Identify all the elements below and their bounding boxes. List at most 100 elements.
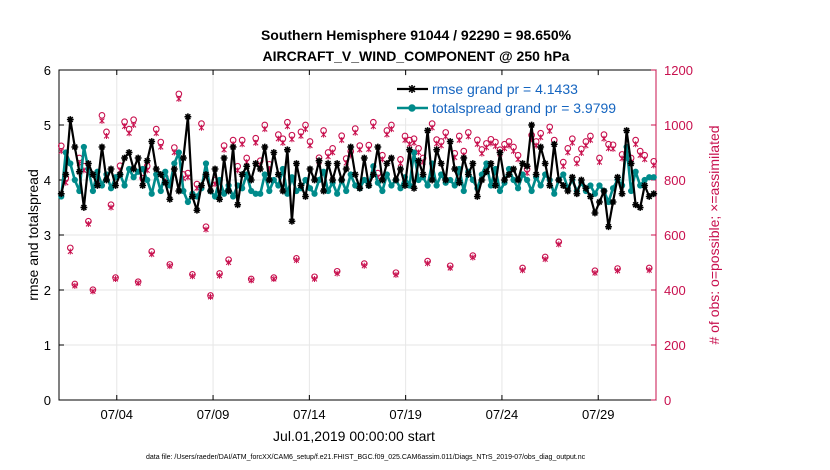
rmse-point	[591, 209, 599, 217]
totalspread-point	[248, 187, 255, 195]
totalspread-point	[67, 160, 74, 167]
totalspread-point	[71, 176, 78, 184]
obs-assimilated-point	[433, 140, 440, 147]
rmse-point	[577, 176, 585, 184]
obs-assimilated-point	[569, 139, 576, 146]
totalspread-point	[157, 187, 164, 195]
obs-assimilated-point	[479, 150, 485, 157]
totalspread-point	[230, 193, 237, 200]
left-tick-label: 3	[44, 228, 51, 243]
totalspread-point	[361, 176, 368, 184]
totalspread-point	[433, 182, 440, 189]
left-tick-label: 4	[44, 173, 51, 188]
rmse-point	[243, 162, 251, 170]
obs-assimilated-point	[171, 149, 178, 156]
chart-title-line1: Southern Hemisphere 91044 / 92290 = 98.6…	[261, 27, 572, 43]
rmse-point	[641, 182, 649, 189]
rmse-point	[148, 138, 156, 145]
legend-box	[393, 76, 654, 118]
totalspread-point	[560, 171, 567, 178]
rmse-point	[297, 182, 305, 189]
totalspread-point	[107, 185, 115, 192]
totalspread-point	[89, 187, 97, 195]
obs-assimilated-point	[470, 254, 476, 261]
chart-title-line2: AIRCRAFT_V_WIND_COMPONENT @ 250 hPa	[263, 48, 570, 64]
rmse-point	[279, 187, 287, 195]
obs-assimilated-point	[424, 260, 431, 267]
rmse-point	[523, 162, 531, 170]
obs-assimilated-point	[121, 123, 128, 130]
obs-assimilated-point	[488, 140, 494, 147]
rmse-point	[424, 127, 432, 134]
totalspread-point	[587, 182, 594, 189]
obs-assimilated-point	[474, 141, 481, 148]
rmse-point	[98, 143, 106, 151]
obs-assimilated-point	[560, 163, 567, 170]
totalspread-point	[80, 143, 87, 151]
rmse-point	[116, 171, 124, 178]
rmse-point	[351, 171, 359, 178]
obs-assimilated-point	[148, 251, 155, 258]
obs-assimilated-point	[510, 148, 517, 155]
obs-assimilated-point	[501, 145, 508, 152]
obs-assimilated-point	[126, 130, 132, 137]
totalspread-point	[343, 187, 350, 195]
right-tick-label: 1200	[664, 63, 693, 78]
totalspread-point	[551, 190, 558, 197]
obs-assimilated-point	[605, 145, 612, 152]
totalspread-point	[424, 182, 431, 189]
totalspread-point	[460, 187, 467, 195]
obs-assimilated-point	[506, 142, 512, 149]
totalspread-point	[121, 182, 128, 189]
obs-assimilated-point	[90, 288, 96, 295]
rmse-point	[550, 140, 558, 148]
rmse-point	[446, 138, 454, 145]
legend-rmse-label: rmse grand pr = 4.1433	[432, 81, 578, 97]
obs-assimilated-point	[402, 137, 408, 144]
rmse-point	[270, 149, 278, 156]
obs-assimilated-point	[483, 144, 490, 151]
rmse-point	[66, 116, 74, 123]
totalspread-point	[528, 187, 535, 195]
right-tick-label: 600	[664, 228, 686, 243]
rmse-point	[130, 165, 138, 173]
totalspread-point	[514, 185, 522, 192]
rmse-point	[274, 171, 282, 178]
obs-assimilated-point	[67, 248, 74, 255]
rmse-point	[618, 190, 626, 198]
rmse-point	[437, 160, 445, 167]
obs-assimilated-point	[284, 123, 291, 130]
obs-assimilated-point	[397, 160, 404, 167]
rmse-point	[510, 165, 517, 173]
rmse-point	[451, 165, 459, 173]
obs-possible-point	[98, 112, 106, 119]
rmse-point	[311, 176, 318, 184]
obs-assimilated-point	[415, 149, 422, 156]
totalspread-point	[496, 187, 504, 195]
rmse-point	[383, 160, 391, 167]
totalspread-point	[650, 174, 657, 181]
rmse-point	[623, 127, 631, 134]
totalspread-point	[596, 182, 603, 189]
obs-assimilated-point	[108, 204, 114, 211]
left-tick-label: 5	[44, 118, 51, 133]
rmse-point	[632, 201, 640, 209]
rmse-point	[464, 171, 472, 178]
rmse-point	[356, 184, 364, 192]
totalspread-point	[451, 182, 458, 189]
obs-assimilated-point	[406, 141, 413, 148]
obs-assimilated-point	[492, 143, 499, 150]
obs-assimilated-point	[221, 146, 227, 153]
legend: rmse grand pr = 4.1433 totalspread grand…	[393, 76, 654, 118]
legend-rmse-marker	[408, 85, 416, 93]
rmse-point	[347, 143, 355, 151]
legend-totalspread-marker	[408, 104, 416, 112]
rmse-point	[374, 143, 382, 151]
obs-assimilated-point	[130, 122, 137, 128]
totalspread-point	[374, 179, 381, 186]
totalspread-point	[171, 160, 178, 167]
rmse-point	[519, 160, 526, 167]
obs-assimilated-point	[519, 267, 526, 274]
obs-assimilated-point	[583, 142, 589, 149]
obs-assimilated-point	[311, 276, 318, 282]
